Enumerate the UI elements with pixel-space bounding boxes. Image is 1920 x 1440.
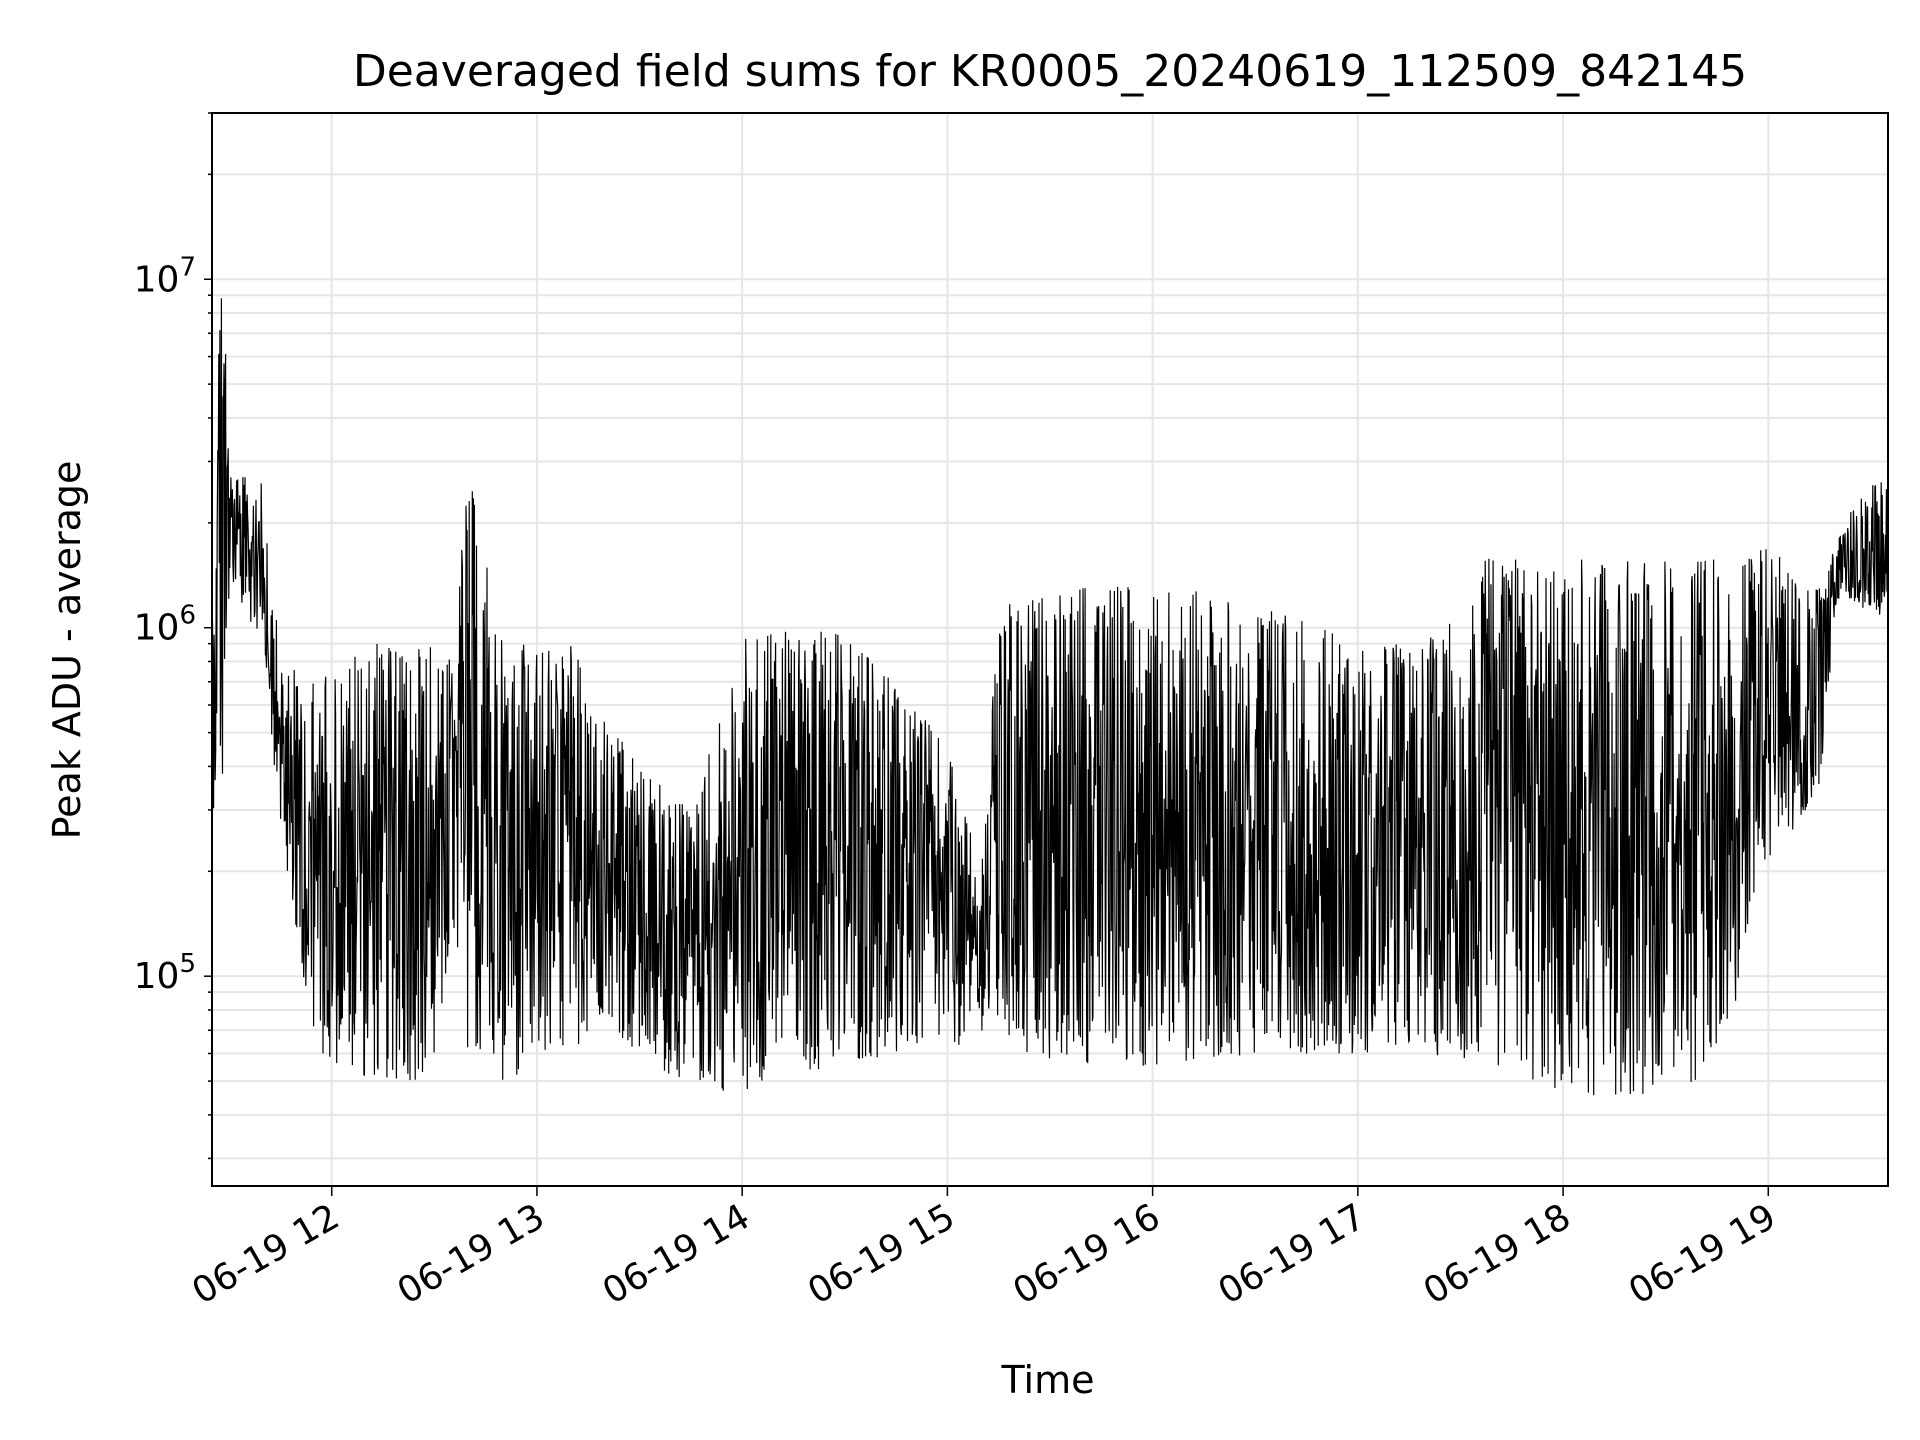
x-tick-label: 06-19 18 [1417,1196,1578,1312]
y-tick-label: 106 [134,601,196,649]
x-tick-label: 06-19 16 [1006,1196,1167,1312]
x-axis: 06-19 12 06-19 13 06-19 14 06-19 15 06-19 16… [186,1186,1783,1313]
chart-title: Deaveraged field sums for KR0005_2024061… [353,46,1747,97]
x-tick-label: 06-19 15 [801,1196,962,1312]
y-tick-label: 107 [134,252,196,300]
y-axis: 105 106 107 [134,112,212,1160]
x-tick-label: 06-19 19 [1622,1196,1783,1312]
x-axis-label: Time [1001,1358,1095,1402]
data-series [211,298,1889,1096]
x-tick-label: 06-19 13 [391,1196,552,1312]
series-line [211,298,1889,1096]
plot-frame [211,112,1889,1187]
x-tick-label: 06-19 14 [596,1196,757,1312]
x-tick-label: 06-19 12 [186,1196,347,1312]
x-tick-label: 06-19 17 [1212,1196,1373,1312]
y-axis-label: Peak ADU - average [45,461,89,840]
grid [212,112,1888,1186]
y-tick-label: 105 [134,949,196,997]
